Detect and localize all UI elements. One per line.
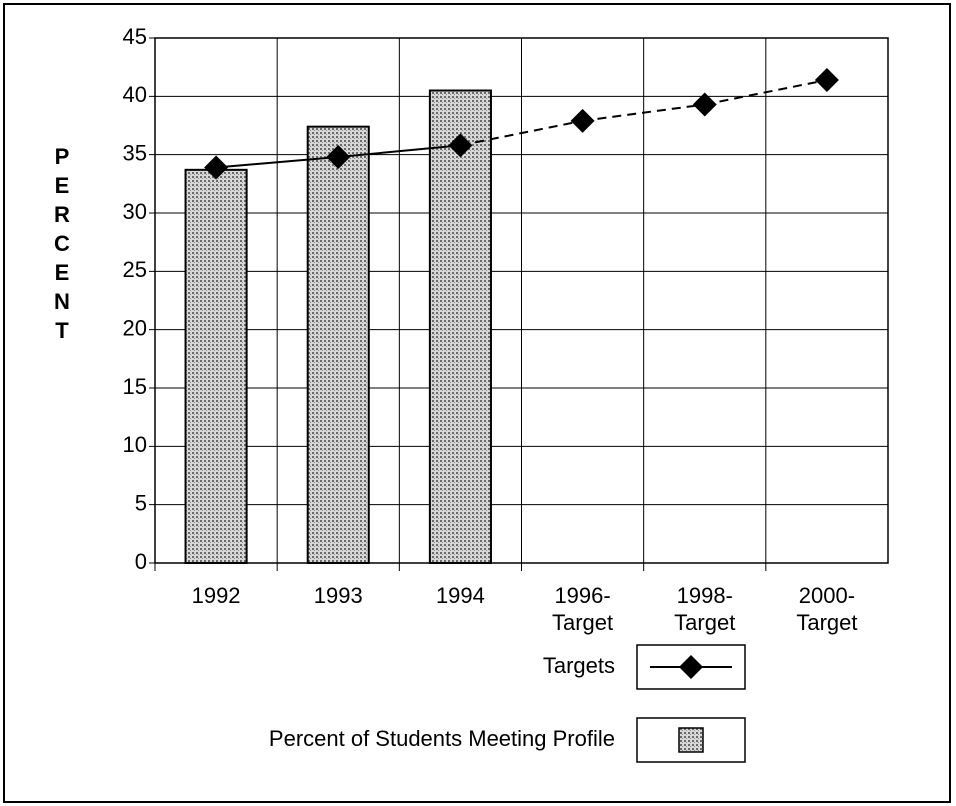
x-tick-label: 1996-Target: [552, 583, 613, 635]
target-marker: [570, 108, 595, 133]
target-line-segment: [215, 156, 339, 169]
y-tick-label: 10: [123, 432, 147, 457]
y-tick-label: 5: [135, 490, 147, 515]
legend-label: Targets: [543, 653, 615, 678]
x-tick-label: 2000-Target: [796, 583, 857, 635]
target-marker: [814, 68, 839, 92]
bar: [184, 168, 248, 564]
x-tick-label: 1998-Target: [674, 583, 735, 635]
y-tick-label: 40: [123, 82, 147, 107]
target-marker: [692, 92, 717, 117]
target-line-segment: [582, 103, 705, 122]
y-tick-label: 35: [123, 140, 147, 165]
target-line-segment: [460, 119, 583, 147]
x-tick-label: 1993: [314, 583, 363, 608]
target-line-segment: [338, 144, 461, 158]
x-tick-label: 1992: [192, 583, 241, 608]
y-tick-label: 30: [123, 199, 147, 224]
target-marker: [204, 155, 229, 180]
bar: [306, 125, 370, 565]
y-tick-label: 15: [123, 374, 147, 399]
target-marker: [448, 133, 473, 158]
y-tick-label: 25: [123, 257, 147, 282]
legend-marker: [679, 655, 703, 679]
legend-label: Percent of Students Meeting Profile: [269, 726, 615, 751]
legend-swatch: [678, 727, 704, 753]
y-tick-label: 0: [135, 549, 147, 574]
bar: [428, 89, 492, 564]
target-line-segment: [704, 79, 828, 106]
y-tick-label: 20: [123, 315, 147, 340]
target-marker: [326, 145, 351, 169]
y-tick-label: 45: [123, 24, 147, 49]
x-tick-label: 1994: [436, 583, 485, 608]
frame: [3, 3, 951, 803]
